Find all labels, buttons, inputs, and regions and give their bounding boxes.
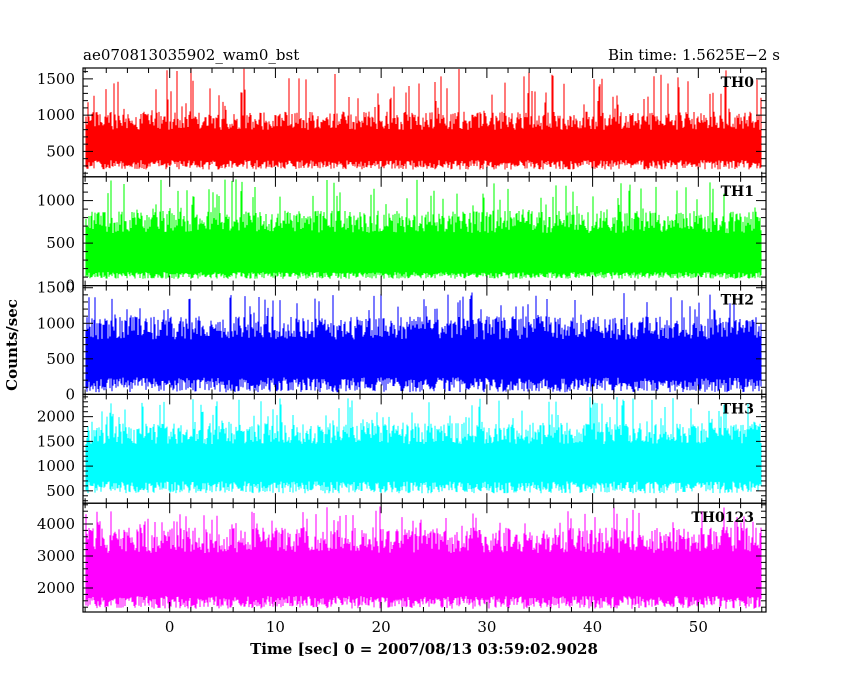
y-tick-label: 3000	[37, 547, 75, 565]
x-tick-label: 30	[477, 618, 496, 636]
y-tick-label: 500	[46, 350, 75, 368]
panel-label-th3: TH3	[721, 401, 754, 417]
y-tick-label: 1000	[37, 192, 75, 210]
panel-label-th1: TH1	[721, 184, 754, 200]
y-axis-title: Counts/sec	[3, 299, 21, 391]
x-tick-label: 40	[583, 618, 602, 636]
panel-th2: 0 500 1000 1500 TH2	[37, 279, 767, 403]
panel-th3: 500 1000 1500 2000 TH3	[37, 393, 767, 504]
series-th2	[85, 292, 762, 393]
y-tick-label: 1000	[37, 314, 75, 332]
panel-th0123: 2000 3000 4000 TH0123	[37, 502, 767, 613]
y-tick-label: 1500	[37, 432, 75, 450]
series-th0123	[85, 506, 762, 609]
y-tick-label: 2000	[37, 579, 75, 597]
x-tick-label: 20	[372, 618, 391, 636]
y-tick-label: 0	[65, 277, 75, 295]
panel-th0: 500 1000 1500 TH0	[37, 67, 767, 178]
y-tick-label: 4000	[37, 515, 75, 533]
panel-label-th2: TH2	[721, 293, 754, 309]
series-th0	[85, 68, 762, 170]
y-tick-label: 0	[65, 385, 75, 403]
bin-time-label: Bin time: 1.5625E−2 s	[608, 46, 780, 64]
y-tick-label: 500	[46, 482, 75, 500]
series-th3	[85, 397, 762, 494]
y-tick-label: 1000	[37, 457, 75, 475]
y-tick-label: 500	[46, 142, 75, 160]
panel-label-th0: TH0	[721, 75, 755, 91]
y-tick-label: 1000	[37, 106, 75, 124]
series-th1	[85, 179, 762, 279]
y-tick-label: 1500	[37, 70, 75, 88]
panel-frame	[82, 502, 767, 613]
x-axis-title: Time [sec] 0 = 2007/08/13 03:59:02.9028	[250, 640, 598, 658]
panel-th1: 0 500 1000 TH1	[37, 176, 767, 295]
panel-label-th0123: TH0123	[691, 510, 754, 526]
y-tick-label: 2000	[37, 408, 75, 426]
y-tick-label: 1500	[37, 279, 75, 297]
x-tick-label: 0	[165, 618, 175, 636]
x-tick-label: 10	[266, 618, 285, 636]
x-tick-label: 50	[689, 618, 708, 636]
plot-title: ae070813035902_wam0_bst	[83, 46, 299, 64]
y-tick-label: 500	[46, 234, 75, 252]
